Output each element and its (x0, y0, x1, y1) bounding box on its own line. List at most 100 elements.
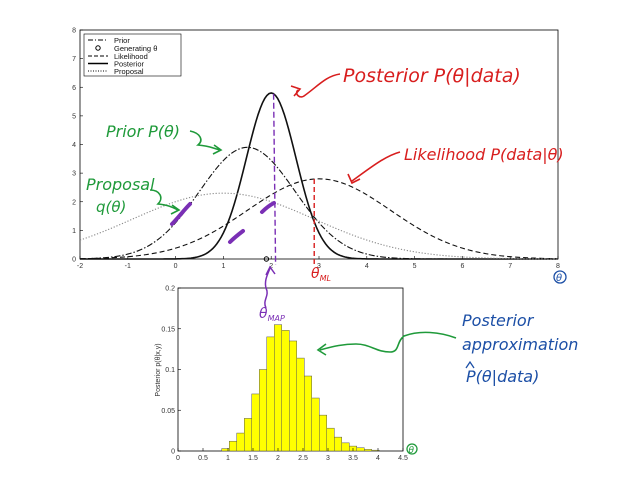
top-y-tick-label: 2 (72, 199, 76, 206)
annotation-theta-axis-top: θ (556, 273, 562, 284)
top-x-tick-label: -1 (125, 263, 131, 270)
hist-bars (221, 324, 380, 452)
hist-x-tick-label: 3.5 (348, 455, 358, 462)
top-y-tick-label: 7 (72, 56, 76, 63)
arrow-proposal (149, 189, 181, 215)
top-y-tick-label: 8 (72, 28, 76, 35)
approx-hat (465, 360, 475, 369)
arrow-theta-map (264, 265, 276, 309)
legend-box (83, 33, 182, 77)
hist-x-tick-label: 3 (326, 455, 330, 462)
theta-map-symbol: θ (259, 306, 268, 322)
hist-bar (371, 449, 380, 452)
theta-ml-symbol: θ (311, 266, 320, 282)
theta-ml-subscript: ML (320, 274, 331, 283)
arrow-approx (316, 331, 457, 356)
hist-x-tick-label: 1.5 (248, 455, 258, 462)
curve-prior (79, 146, 558, 260)
annotation-approx-line3: P(θ|data) (466, 367, 539, 386)
legend-label-proposal: Proposal (114, 67, 144, 76)
legend-label-prior: Prior (114, 36, 130, 45)
annotation-theta-ml: θML (311, 266, 331, 283)
hist-y-label: Posterior p(θ|x,y) (155, 343, 162, 396)
hist-y-tick-label: 0.2 (165, 286, 175, 293)
annotation-proposal-line1: Proposal (86, 175, 155, 194)
curve-proposal (79, 192, 559, 260)
top-x-tick-label: 1 (221, 263, 225, 270)
hist-x-tick-label: 0.5 (198, 455, 208, 462)
top-x-tick-label: 3 (317, 263, 321, 270)
reference-marks (263, 93, 315, 266)
hist-x-tick-label: 0 (176, 455, 180, 462)
legend-label-likelihood: Likelihood (114, 52, 148, 61)
hist-y-ticks: 0 0.05 0.1 0.15 0.2 (161, 286, 181, 456)
top-y-tick-label: 5 (72, 113, 76, 120)
density-plot: -2 -1 0 1 2 3 4 5 6 7 8 0 1 2 3 4 5 6 7 8 Prior Generating… (72, 28, 560, 271)
top-x-tick-label: -2 (77, 263, 83, 270)
hist-x-tick-label: 2.5 (298, 455, 308, 462)
top-x-tick-label: 4 (365, 263, 369, 270)
hist-y-tick-label: 0.15 (161, 326, 175, 333)
hist-bar (251, 393, 260, 452)
annotation-prior: Prior P(θ) (106, 122, 180, 141)
top-x-tick-label: 7 (508, 263, 512, 270)
hist-bar (289, 340, 297, 452)
hist-bar (356, 447, 365, 452)
top-y-tick-label: 6 (72, 85, 76, 92)
generating-theta-marker (263, 256, 270, 262)
theta-axis-bottom-circle (406, 443, 418, 455)
arrow-posterior (290, 73, 341, 98)
hist-bar (266, 336, 275, 452)
curve-likelihood (79, 178, 559, 260)
hist-bar (311, 397, 320, 452)
legend-swatch-generating (95, 45, 101, 51)
annotation-theta-axis-bottom: θ (409, 446, 415, 456)
map-marker-line (272, 93, 277, 266)
theta-axis-top-circle (553, 270, 567, 284)
hist-bar (319, 414, 327, 452)
arrow-likelihood (347, 151, 401, 185)
hist-x-tick-label: 2 (276, 455, 280, 462)
legend-label-generating: Generating θ (114, 44, 157, 53)
top-y-tick-label: 0 (72, 257, 76, 264)
handwritten-annotations: Posterior P(θ|data) Likelihood P(data|θ)… (86, 65, 578, 456)
annotation-proposal-line2: q(θ) (96, 198, 126, 216)
purple-mark-prior (260, 201, 276, 214)
density-curves (79, 92, 559, 260)
hist-bar (274, 324, 282, 452)
hist-bar (304, 375, 312, 452)
top-x-tick-label: 8 (556, 263, 560, 270)
top-x-tick-label: 2 (269, 263, 273, 270)
top-y-tick-label: 1 (72, 228, 76, 235)
hist-y-tick-label: 0 (171, 449, 175, 456)
purple-mark-likelihood (228, 229, 245, 244)
hist-bar (296, 357, 305, 452)
hist-y-tick-label: 0.1 (165, 367, 175, 374)
hist-y-tick-label: 0.05 (161, 408, 175, 415)
hist-bar (244, 418, 252, 452)
posterior-histogram: 0 0.5 1 1.5 2 2.5 3 3.5 4 4.5 0 0.05 0.1 0.15 0.2 Pos… (155, 286, 408, 463)
top-y-tick-label: 3 (72, 171, 76, 178)
annotation-likelihood: Likelihood P(data|θ) (404, 145, 564, 164)
top-x-tick-label: 0 (174, 263, 178, 270)
hist-bar (229, 440, 237, 452)
hist-bar (364, 449, 372, 452)
hist-x-tick-label: 4.5 (398, 455, 408, 462)
hist-bar (259, 369, 267, 452)
arrow-prior (189, 130, 223, 155)
annotation-approx-line2: approximation (462, 335, 578, 354)
hist-bar (341, 442, 350, 452)
legend-label-posterior: Posterior (114, 60, 145, 69)
top-y-ticks: 0 1 2 3 4 5 6 7 8 (72, 28, 83, 264)
hist-x-tick-label: 1 (226, 455, 230, 462)
hist-bar (236, 432, 245, 452)
annotation-theta-map: θMAP (259, 306, 285, 323)
theta-map-subscript: MAP (268, 314, 285, 323)
curve-posterior (80, 92, 558, 260)
top-y-tick-label: 4 (72, 142, 76, 149)
purple-mark-proposal (170, 202, 192, 226)
hist-x-ticks: 0 0.5 1 1.5 2 2.5 3 3.5 4 4.5 (176, 448, 408, 462)
hist-bar (334, 436, 342, 452)
hist-bar (326, 427, 335, 452)
